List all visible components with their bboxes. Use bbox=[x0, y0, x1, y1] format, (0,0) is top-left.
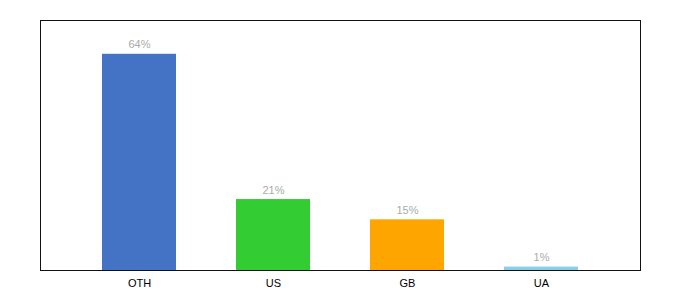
svg-text:21%: 21% bbox=[262, 184, 284, 196]
svg-text:15%: 15% bbox=[396, 204, 418, 216]
svg-text:US: US bbox=[266, 277, 281, 289]
svg-text:64%: 64% bbox=[128, 38, 150, 50]
svg-text:OTH: OTH bbox=[128, 277, 151, 289]
svg-text:GB: GB bbox=[400, 277, 416, 289]
svg-text:1%: 1% bbox=[534, 251, 550, 263]
svg-text:UA: UA bbox=[534, 277, 550, 289]
